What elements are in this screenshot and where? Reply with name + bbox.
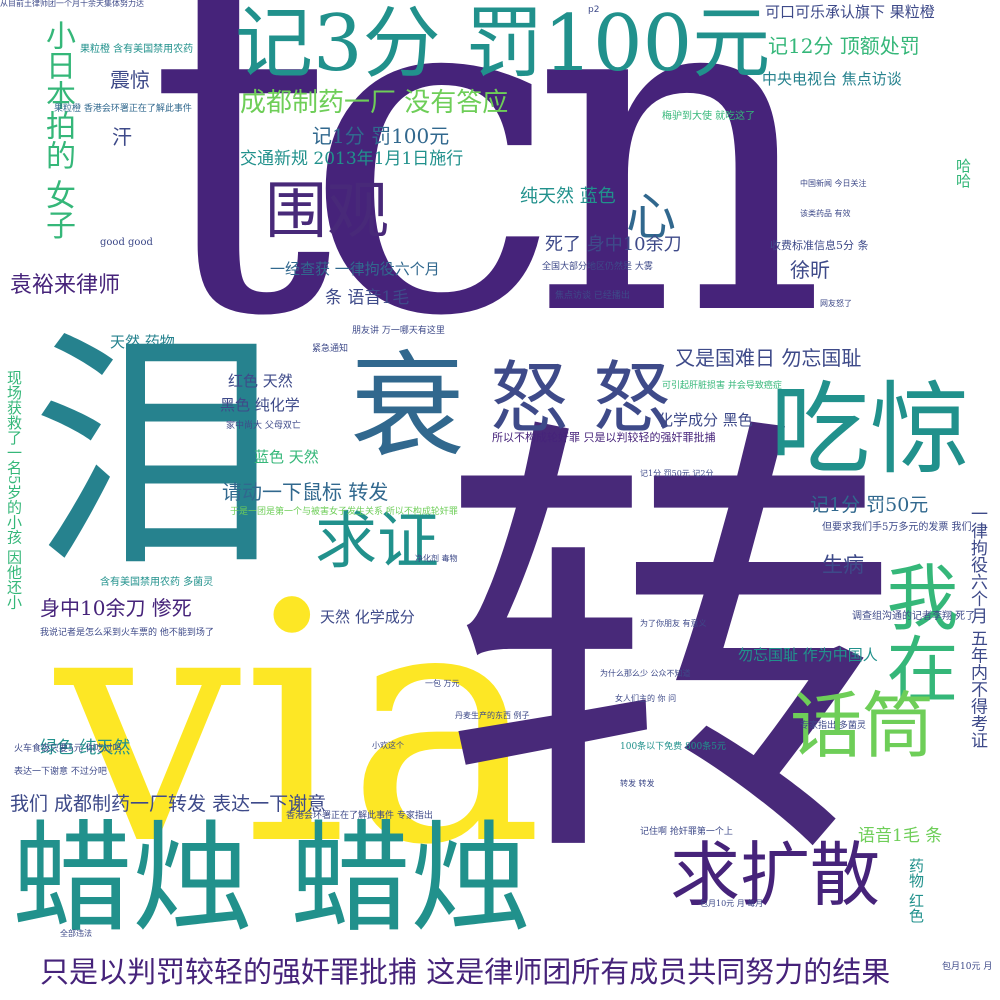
word-shenzhong: 身中10余刀 惨死 [40, 596, 192, 620]
word-chengdu-zhiyao: 成都制药一厂 没有答应 [240, 88, 509, 118]
word-sm-35: 全部违法 [60, 929, 92, 938]
word-qiuzheng: 求证 [315, 504, 440, 577]
word-ji12fen: 记12分 顶额处罚 [768, 34, 920, 58]
word-ji1fen100: 记1分 罚100元 [312, 124, 450, 148]
word-via: via [55, 533, 544, 917]
word-sm-28: 包月10元 月 每月 [700, 899, 764, 908]
word-cctv: 中央电视台 焦点访谈 [762, 70, 902, 88]
word-tcn: tcn [148, 0, 827, 417]
word-shoufei: 收费标准信息5分 条 [770, 239, 869, 252]
word-zhuan: 转 [440, 382, 900, 917]
word-kekou: 可口可乐承认旗下 果粒橙 [765, 3, 935, 21]
word-nunu: 怒 怒 [490, 354, 671, 444]
word-sm-33: 记1分 罚50元 记2分 [640, 469, 714, 478]
word-sm-26: 女人们主的 你 问 [615, 694, 677, 703]
word-yuyin1mao: 语音1毛 条 [858, 826, 943, 846]
word-panjue: 只是以判罚较轻的强奸罪批捕 这是律师团所有成员共同努力的结果 [40, 955, 891, 989]
word-shuai: 衰 [350, 340, 466, 474]
word-sm-14: 但要求我们手5万多元的发票 我们 [822, 522, 972, 533]
word-sm-4: 含有美国禁用农药 多菌灵 [100, 577, 214, 588]
word-xiannv: 现场获救了一名5岁的小孩 因他还小 [5, 370, 23, 610]
word-sm-27: 为什么那么少 公众不知道 [600, 669, 691, 678]
word-xiaoriben: 小日本拍的 女子 [40, 20, 75, 240]
word-han: 汗 [112, 125, 132, 149]
word-sm-12: 于是一团是第一个与被害女子发生关系 所以不构成轮奸罪 [230, 507, 458, 517]
word-sm-31: 中国新闻 今日关注 [800, 179, 867, 188]
word-hongse-tianran: 红色 天然 [228, 372, 293, 390]
word-woxian: 我在 [874, 560, 958, 704]
word-yilv-right: 一律拘役六个月 五年内不得考证 [967, 505, 987, 749]
word-sm-3: 果粒橙 香港会环署正在了解此事件 [54, 104, 192, 114]
word-sm-18: 我说记者是怎么采到火车票的 他不能到场了 [40, 628, 214, 638]
word-sm-34: 紧急通知 [312, 344, 349, 354]
word-sm-7: 梅驴到大使 就吃这了 [662, 111, 756, 122]
word-sm-11: 家中尚大 父母双亡 [226, 421, 301, 431]
word-sm-19: 100条以下免费 800条5元 [620, 742, 726, 752]
word-sm-29: 转发 转发 [620, 779, 655, 788]
word-huatong: 话筒 [790, 684, 935, 768]
word-jiaotong: 交通新规 2013年1月1日施行 [240, 149, 464, 169]
word-lei: 泪 [30, 309, 280, 600]
word-sm-8: 全国大部分地区仍然是 大雾 [542, 262, 653, 272]
word-women: 我们 成都制药一厂转发 表达一下谢意 [10, 793, 327, 815]
word-goodgood: good good [100, 237, 153, 248]
word-sm-21: 记住啊 抢奸罪第一个上 [640, 827, 733, 837]
word-qiukuosan: 求扩散 [670, 834, 880, 916]
word-huaxue-hei: 化学成分 黑色 [658, 411, 753, 429]
word-lvse: 绿色 纯天然 [40, 738, 131, 758]
word-ji1fen50: 记1分 罚50元 [810, 494, 929, 516]
word-yijing: 一经查获 一律拘役六个月 [270, 260, 440, 278]
word-baoyue: 包月10元 月 [942, 962, 993, 972]
word-wangguochi: 勿忘国耻 作为中国人 [738, 646, 878, 664]
word-sm-25: 一包 万元 [425, 679, 460, 688]
word-sm-36: 网友怒了 [820, 299, 852, 308]
word-shengbing: 生病 [822, 553, 864, 577]
word-lazhu: 蜡烛 蜡烛 [12, 810, 531, 949]
word-qingdong: 请动一下鼠标 转发 [222, 480, 389, 504]
word-ji3fen: 记3分 罚100元 [235, 0, 771, 89]
word-sm-9: 焦点访谈 已经播出 [555, 291, 630, 301]
word-lanse-tianran: 蓝色 天然 [254, 448, 319, 466]
word-sm-16: 火车食饭只要5元 你吃过吗 [14, 744, 122, 754]
word-xuxin: 徐昕 [790, 258, 830, 282]
word-sm-15: 调查组沟通的记者李翔 死了 [852, 611, 976, 622]
word-sm-22: 小欢这个 [372, 741, 404, 750]
word-sm-17: 表达一下谢意 不过分吧 [14, 767, 107, 777]
word-sm-10: 朋友讲 万一哪天有这里 [352, 326, 445, 336]
word-p2: p2 [588, 5, 600, 15]
word-chunlan: 纯天然 蓝色 [520, 186, 616, 207]
word-zhenjing: 震惊 [110, 68, 150, 92]
word-sm-1: 从目前土律师团一个月十余天集体努力达 [0, 0, 144, 8]
word-haha: 哈哈 [954, 158, 972, 188]
word-sm-13: 可引起肝脏损害 并会导致癌症 [662, 381, 782, 391]
word-heise-chunhua: 黑色 纯化学 [220, 396, 300, 414]
word-guonan: 又是国难日 勿忘国耻 [675, 346, 862, 370]
word-chijing: 吃惊 [770, 371, 970, 488]
word-sm-30: 为了你朋友 有意义 [640, 619, 707, 628]
word-sm-5: 香港会环署正在了解此事件 专家指出 [286, 811, 433, 821]
word-yuanyulai: 袁裕来律师 [10, 273, 121, 298]
word-tiaoyuyin: 条 语音1毛 [325, 288, 410, 308]
word-sm-20: 专家指出 多菌灵 [800, 721, 866, 731]
word-sm-24: 净化剂 毒物 [415, 554, 458, 563]
word-sm-32: 该类药品 有效 [800, 209, 851, 218]
word-tianran-huaxue: 天然 化学成分 [320, 608, 415, 626]
word-tianran-yaowu: 天然 药物 [110, 333, 175, 351]
word-sile: 死了 身中10余刀 [545, 234, 682, 255]
word-sm-6: 所以不构成轮奸罪 只是以判较轻的强奸罪批捕 [492, 431, 716, 444]
word-xin: 心 [618, 190, 676, 240]
word-sm-23: 丹麦生产的东西 例子 [455, 711, 530, 720]
word-weiguan: 围观 [265, 174, 390, 247]
word-sm-2: 果粒橙 含有美国禁用农药 [80, 44, 194, 55]
word-yaowu-hong: 药物 红色 [907, 858, 925, 923]
